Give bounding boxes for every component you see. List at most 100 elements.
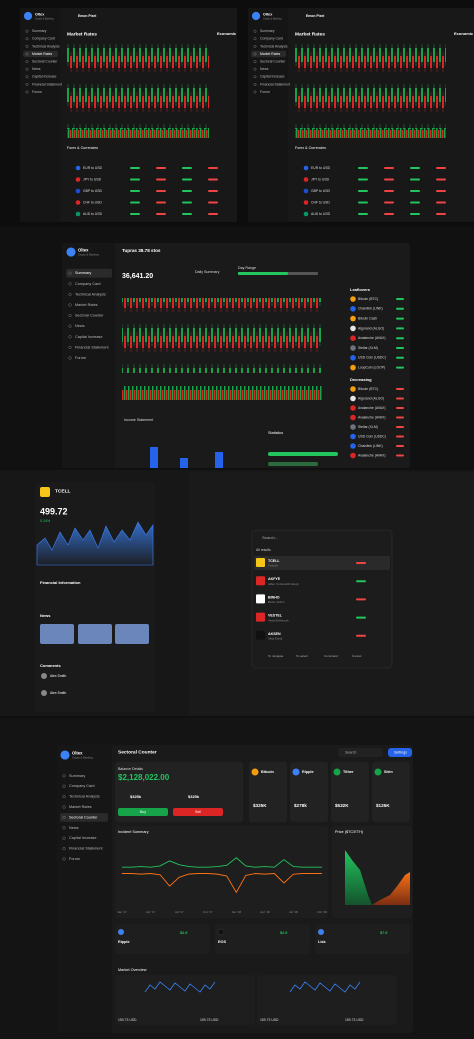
nav-item[interactable]: Sectoral Counter bbox=[75, 314, 104, 318]
buy[interactable]: Buy bbox=[140, 810, 146, 814]
nav-item[interactable]: Financial Statement bbox=[69, 847, 104, 851]
nav-item[interactable]: Capital Increase bbox=[260, 75, 285, 79]
currency-icon bbox=[303, 177, 309, 182]
currency-pair: GBP to USD bbox=[83, 189, 103, 193]
result-code[interactable]: BINHO bbox=[268, 595, 280, 599]
change-decor bbox=[208, 178, 218, 181]
nav-item[interactable]: Forum bbox=[260, 90, 270, 94]
nav-item[interactable]: Market Rates bbox=[75, 303, 98, 307]
result-code[interactable]: VESTEL bbox=[268, 614, 283, 618]
nav-item[interactable]: Company Card bbox=[32, 37, 55, 41]
change-decor bbox=[396, 307, 404, 310]
change-decor bbox=[410, 201, 420, 204]
change-decor bbox=[396, 356, 404, 359]
nav-item[interactable]: Summary bbox=[69, 774, 85, 778]
result-name: Vestel Elektronik bbox=[268, 618, 289, 622]
nav-item[interactable]: News bbox=[32, 67, 41, 71]
nav-icon bbox=[253, 75, 257, 79]
nav-icon bbox=[62, 784, 66, 788]
incident-line bbox=[122, 873, 322, 894]
nav-item[interactable]: Summary bbox=[32, 29, 47, 33]
nav-item[interactable]: News bbox=[260, 67, 269, 71]
change-decor bbox=[396, 347, 404, 349]
change-decor bbox=[396, 407, 404, 409]
nav-item[interactable]: News bbox=[75, 324, 85, 328]
brand: Oltex bbox=[72, 751, 83, 756]
nav-item[interactable]: Forum bbox=[32, 90, 42, 94]
coin-name: Chainlink (LINK) bbox=[358, 444, 383, 448]
nav-item[interactable]: Sectoral Counter bbox=[32, 59, 58, 63]
nav-item[interactable]: Capital Increase bbox=[32, 75, 57, 79]
nav-item[interactable]: Technical Analysis bbox=[260, 44, 288, 48]
nav-item[interactable]: Technical Analysis bbox=[69, 795, 100, 799]
nav-item[interactable]: Technical Analysis bbox=[75, 292, 106, 296]
currency-icon bbox=[75, 177, 81, 182]
nav-active bbox=[60, 813, 108, 822]
coin-icon bbox=[350, 405, 356, 411]
nav-item[interactable]: Sectoral Counter bbox=[69, 815, 98, 819]
nav-item[interactable]: Capital Increase bbox=[69, 836, 96, 840]
nav-item[interactable]: Technical Analysis bbox=[32, 44, 60, 48]
nav-item[interactable]: Financial Statement bbox=[260, 82, 290, 86]
section-title: Economic bbox=[454, 31, 474, 36]
sell[interactable]: Sell bbox=[195, 810, 201, 814]
coin-name: USD Coin (USDC) bbox=[358, 434, 386, 438]
change-decor bbox=[396, 337, 404, 340]
result-code[interactable]: TCELL bbox=[268, 559, 280, 563]
change-decor bbox=[396, 366, 404, 369]
result-code[interactable]: AKSEN bbox=[268, 632, 281, 636]
currency-icon bbox=[75, 211, 81, 217]
settings[interactable]: Settings bbox=[394, 750, 407, 754]
change-decor bbox=[396, 445, 404, 447]
nav-item[interactable]: Financial Statement bbox=[75, 345, 110, 349]
search-input[interactable]: Search... bbox=[262, 535, 278, 540]
hint: To select bbox=[296, 654, 308, 658]
nav-item[interactable]: Summary bbox=[260, 29, 275, 33]
change-decor bbox=[182, 167, 192, 169]
nav-item[interactable]: News bbox=[69, 826, 79, 830]
nav-item[interactable]: Capital Increase bbox=[75, 335, 102, 339]
user-name: Emon Pixel bbox=[78, 14, 96, 18]
token-card bbox=[315, 924, 410, 954]
hint: Cancel bbox=[352, 654, 362, 658]
area-decor bbox=[36, 521, 154, 566]
currency-pair: JPY to USD bbox=[311, 177, 330, 181]
stock-name: Tupras 38.78 stos bbox=[122, 248, 161, 253]
result-code[interactable]: AKFYE bbox=[268, 577, 281, 581]
progress-decor bbox=[268, 462, 318, 466]
nav-icon bbox=[62, 847, 66, 851]
result-logo bbox=[256, 558, 265, 567]
nav-item[interactable]: Summary bbox=[75, 271, 91, 275]
nav-active bbox=[66, 268, 112, 278]
nav-item[interactable]: Company Card bbox=[75, 282, 101, 286]
token-icon bbox=[117, 928, 125, 936]
coin-name: Tither bbox=[343, 770, 354, 774]
price: 499.72 bbox=[40, 506, 68, 516]
result-logo bbox=[256, 630, 265, 640]
nav-item[interactable]: Market Rates bbox=[69, 805, 92, 809]
nav-item[interactable]: Company Card bbox=[69, 784, 95, 788]
nav-item[interactable]: Market Rates bbox=[260, 52, 280, 56]
nav-item[interactable]: Sectoral Counter bbox=[260, 59, 286, 63]
sidebar bbox=[62, 243, 115, 468]
nav-item[interactable]: Forum bbox=[75, 356, 86, 360]
progress-decor bbox=[268, 452, 338, 456]
nav-icon bbox=[62, 857, 66, 861]
x-tick-label: Jul '17 bbox=[175, 910, 184, 914]
section-title: Financial Information bbox=[40, 580, 81, 585]
nav-item[interactable]: Forum bbox=[69, 857, 80, 861]
search-input[interactable]: Search bbox=[345, 750, 356, 754]
nav-item[interactable]: Market Rates bbox=[32, 52, 52, 56]
currency-pair: EUR to USD bbox=[83, 166, 103, 170]
nav-icon bbox=[25, 52, 29, 56]
tab[interactable]: Income Statement bbox=[124, 418, 153, 422]
coin-icon bbox=[350, 433, 356, 440]
nav-icon bbox=[68, 292, 72, 296]
nav-item[interactable]: Financial Statement bbox=[32, 82, 62, 86]
nav-item[interactable]: Company Card bbox=[260, 37, 283, 41]
token-name: EOS bbox=[218, 940, 226, 944]
coin-name: Avalanche (AVAX) bbox=[358, 406, 386, 410]
logo bbox=[23, 11, 33, 21]
token-icon bbox=[217, 928, 225, 936]
